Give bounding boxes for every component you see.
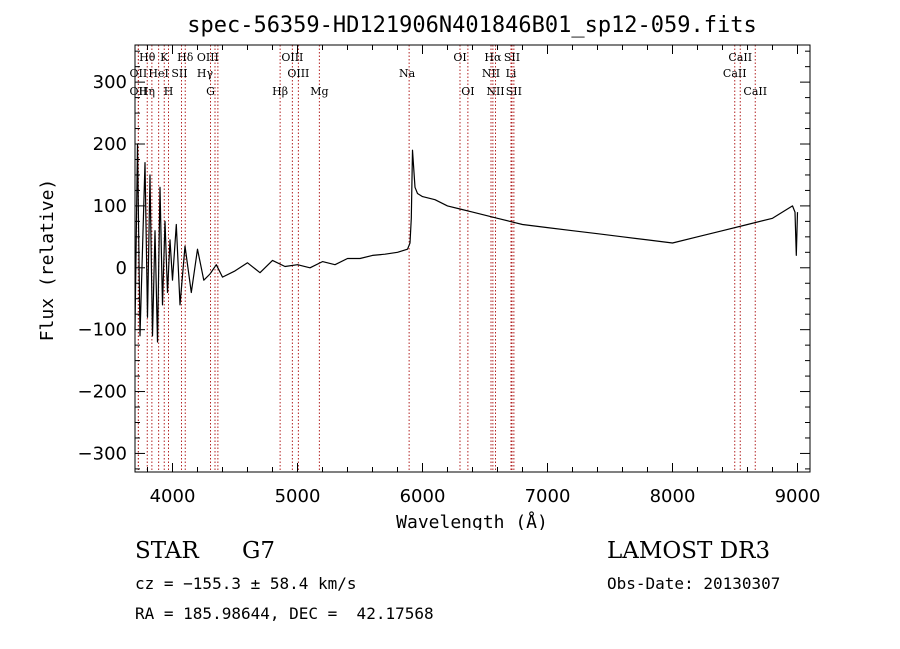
survey-name: LAMOST DR3	[607, 538, 771, 564]
spectrum-line	[134, 143, 799, 343]
line-id-label: Li	[506, 67, 517, 80]
series-layer	[134, 143, 799, 343]
object-subclass: G7	[242, 538, 276, 564]
line-id-label: OIII	[287, 67, 309, 80]
line-id-label: Na	[399, 67, 416, 80]
line-id-label: Hβ	[272, 85, 288, 98]
object-class: STAR	[135, 538, 199, 564]
y-axis-label: Flux (relative)	[37, 179, 58, 342]
line-id-label: Hθ	[139, 51, 156, 64]
y-tick-label: 0	[116, 258, 127, 279]
line-id-label: Mg	[310, 85, 328, 98]
line-id-label: Hγ	[197, 67, 214, 80]
line-id-label: HeI	[148, 67, 168, 80]
line-id-label: SII	[171, 67, 187, 80]
line-id-label: Hη	[139, 85, 155, 98]
redshift-cz: cz = −155.3 ± 58.4 km/s	[135, 574, 357, 593]
x-tick-label: 7000	[525, 486, 571, 507]
line-id-label: G	[206, 85, 215, 98]
line-id-label: NII	[486, 85, 504, 98]
x-tick-label: 8000	[650, 486, 696, 507]
axis-ticks: 4000 5000 6000 7000 8000 9000 −300 −200 −100 0 100…	[78, 45, 821, 507]
chart-title: spec-56359-HD121906N401846B01_sp12-059.f…	[187, 13, 757, 38]
line-id-markers	[137, 45, 756, 472]
line-id-label: SII	[504, 51, 520, 64]
y-tick-label: −300	[78, 443, 127, 464]
spectrum-chart: spec-56359-HD121906N401846B01_sp12-059.f…	[37, 13, 821, 530]
line-id-label: CaII	[743, 85, 767, 98]
y-tick-label: −200	[78, 382, 127, 403]
line-id-label: SII	[506, 85, 522, 98]
line-id-label: CaII	[723, 67, 747, 80]
line-id-label: Hα	[484, 51, 502, 64]
x-tick-label: 5000	[275, 486, 321, 507]
y-tick-label: 200	[93, 134, 127, 155]
x-tick-label: 6000	[400, 486, 446, 507]
y-tick-label: 100	[93, 196, 127, 217]
ra-dec-coords: RA = 185.98644, DEC = 42.17568	[135, 604, 434, 623]
line-id-label: OIII	[281, 51, 303, 64]
line-id-label: NII	[482, 67, 500, 80]
line-id-label: CaII	[728, 51, 752, 64]
line-id-label: OIII	[197, 51, 219, 64]
line-id-label: OII	[130, 85, 148, 98]
line-id-label: H	[164, 85, 174, 98]
x-axis-label: Wavelength (Å)	[396, 511, 548, 530]
x-tick-label: 9000	[775, 486, 821, 507]
plot-frame	[134, 44, 811, 473]
line-id-label: Hδ	[177, 51, 194, 64]
y-tick-label: −100	[78, 320, 127, 341]
obs-date: Obs-Date: 20130307	[607, 574, 781, 593]
line-id-label: OI	[453, 51, 466, 64]
y-tick-label: 300	[93, 72, 127, 93]
line-id-label: K	[160, 51, 169, 64]
line-id-label: OI	[461, 85, 474, 98]
x-tick-label: 4000	[150, 486, 196, 507]
line-id-label: OII	[130, 67, 148, 80]
